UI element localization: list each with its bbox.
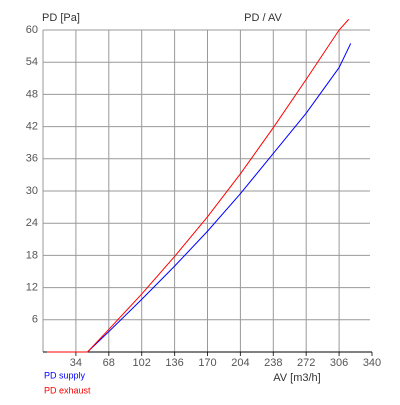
legend-label: PD supply bbox=[44, 370, 86, 380]
x-tick-label: 204 bbox=[231, 357, 249, 369]
y-tick-label: 60 bbox=[26, 24, 38, 36]
y-tick-label: 24 bbox=[26, 217, 38, 229]
x-tick-label: 102 bbox=[133, 357, 151, 369]
x-axis-label: AV [m3/h] bbox=[273, 372, 320, 384]
y-tick-label: 18 bbox=[26, 249, 38, 261]
x-tick-label: 272 bbox=[297, 357, 315, 369]
x-tick-label: 340 bbox=[363, 357, 381, 369]
y-tick-label: 48 bbox=[26, 88, 38, 100]
x-tick-label: 170 bbox=[198, 357, 216, 369]
y-tick-label: 54 bbox=[26, 56, 38, 68]
y-axis-label: PD [Pa] bbox=[42, 12, 80, 24]
x-tick-label: 238 bbox=[264, 357, 282, 369]
y-tick-label: 6 bbox=[32, 314, 38, 326]
legend-label: PD exhaust bbox=[44, 385, 91, 395]
x-tick-label: 34 bbox=[70, 357, 82, 369]
y-tick-label: 30 bbox=[26, 185, 38, 197]
x-tick-label: 136 bbox=[165, 357, 183, 369]
y-tick-label: 12 bbox=[26, 282, 38, 294]
y-tick-label: 36 bbox=[26, 153, 38, 165]
series-line bbox=[46, 43, 352, 353]
x-tick-label: 306 bbox=[330, 357, 348, 369]
chart-title: PD / AV bbox=[244, 12, 282, 24]
y-tick-label: 42 bbox=[26, 121, 38, 133]
x-tick-label: 68 bbox=[103, 357, 115, 369]
series-line bbox=[46, 18, 350, 353]
